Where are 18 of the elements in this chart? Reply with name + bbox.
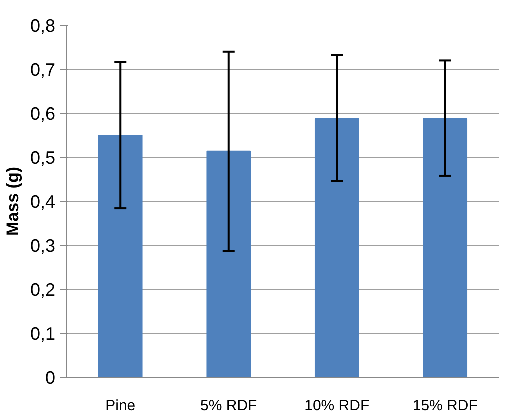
bar — [98, 135, 143, 378]
y-tick-label: 0,7 — [30, 60, 56, 80]
y-tick-label: 0,4 — [30, 192, 56, 212]
x-tick-label: 5% RDF — [200, 398, 258, 414]
y-tick-label: 0,2 — [30, 280, 56, 300]
x-tick-label: 15% RDF — [412, 398, 478, 414]
x-tick-label: Pine — [106, 398, 136, 414]
y-tick-label: 0,8 — [30, 16, 56, 36]
y-tick-label: 0,3 — [30, 236, 56, 256]
y-tick-label: 0,1 — [30, 324, 56, 344]
bar — [314, 118, 360, 378]
bar — [206, 150, 252, 378]
y-tick-label: 0 — [45, 368, 56, 388]
x-tick-label: 10% RDF — [304, 398, 370, 414]
y-tick-label: 0,5 — [30, 148, 56, 168]
y-tick-label: 0,6 — [30, 104, 56, 124]
y-axis-title: Mass (g) — [3, 167, 22, 236]
bar — [423, 118, 468, 378]
